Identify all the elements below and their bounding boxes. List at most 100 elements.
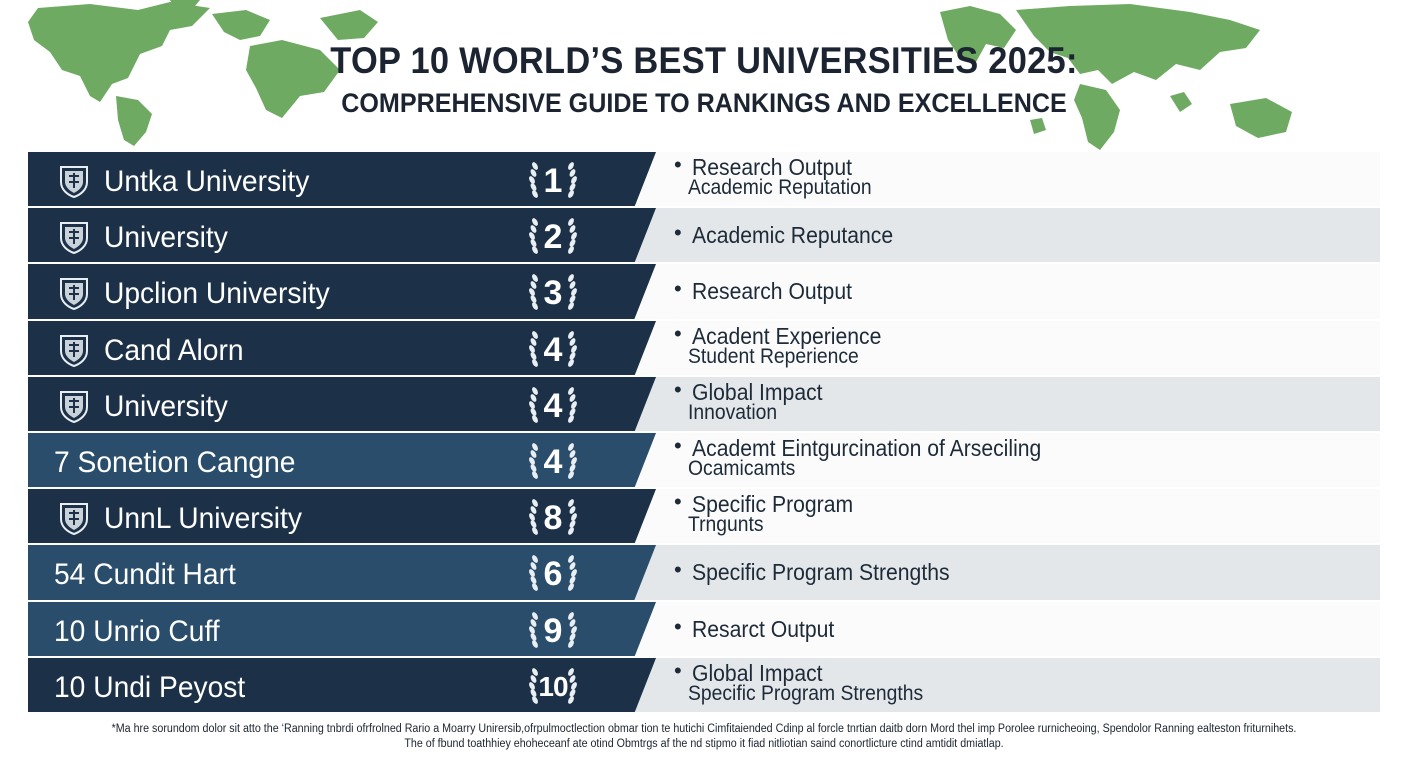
university-name: Untka University (104, 165, 310, 198)
ranking-criteria: • Resarct Output (674, 602, 1094, 658)
ranking-row: 10 Unrio Cuff 9 • Resarct Output (28, 601, 1380, 658)
laurel-wreath-icon (529, 162, 577, 198)
footnote: *Ma hre sorundom dolor sit atto the ‘Ran… (0, 722, 1408, 752)
rank-badge: 1 (526, 158, 580, 204)
ranking-row: 7 Sonetion Cangne 4 • Academt Eintgurcinati… (28, 432, 1380, 490)
shield-crest-icon (60, 503, 88, 536)
ranking-row: Untka University 1 • Research Output Academi… (28, 152, 1380, 209)
bullet-icon: • (674, 376, 682, 402)
rank-badge: 6 (526, 551, 580, 597)
rank-number: 4 (543, 386, 563, 425)
rank-number: 8 (543, 499, 563, 538)
ranking-row: 54 Cundit Hart 6 • Specific Program Strengt… (28, 545, 1380, 602)
ranking-criteria: • Research Output Academic Reputation (674, 152, 1094, 208)
laurel-wreath-icon (529, 386, 577, 423)
ranking-criteria: • Global Impact Innovation (674, 377, 1094, 433)
ranking-row: University 4 • Global Impact Innovation (28, 376, 1380, 433)
shield-crest-icon (60, 166, 88, 198)
criteria-secondary: Innovation (688, 400, 778, 424)
ranking-row: 10 Undi Peyost 10 • Global Impact Specific P… (28, 657, 1380, 714)
bullet-icon: • (674, 152, 682, 177)
page-title: TOP 10 WORLD’S BEST UNIVERSITIES 2025: (330, 40, 1078, 81)
ranking-row: Upclion University 3 • Research Output (28, 264, 1380, 321)
footnote-line-2: The of fbund toathhiey ehoheceanf ate ot… (404, 738, 1004, 750)
university-name: University (104, 389, 228, 423)
university-name: 10 Undi Peyost (54, 670, 246, 704)
rank-number: 6 (543, 555, 563, 594)
criteria-secondary: Student Reperience (688, 344, 859, 368)
ranking-criteria: • Global Impact Specific Program Strengths (674, 658, 1094, 714)
ranking-row: UnnL University 8 • Specific Program Trngunt… (28, 489, 1380, 546)
criteria-primary: Acadent Experience (692, 322, 882, 349)
laurel-wreath-icon (529, 555, 577, 592)
ranking-criteria: • Academt Eintgurcination of Arseciling Oc… (674, 433, 1094, 489)
rank-badge: 9 (526, 608, 580, 654)
bullet-icon: • (674, 557, 682, 583)
rank-number: 2 (543, 218, 563, 257)
rank-number: 10 (538, 670, 568, 702)
criteria-secondary: Academic Reputation (688, 176, 872, 199)
university-name: UnnL University (104, 502, 303, 536)
criteria-primary: Specific Program Strengths (692, 559, 950, 586)
bullet-icon: • (674, 432, 682, 458)
shield-crest-icon (60, 222, 88, 255)
header: TOP 10 WORLD’S BEST UNIVERSITIES 2025: C… (0, 40, 1408, 119)
shield-crest-icon (60, 390, 88, 423)
rank-badge: 10 (526, 664, 580, 710)
rank-badge: 2 (526, 214, 580, 260)
criteria-secondary: Ocamicamts (688, 456, 796, 480)
university-name: University (104, 221, 228, 255)
ranking-row: Cand Alorn 4 • Acadent Experience Student Re… (28, 320, 1380, 377)
ranking-table: Untka University 1 • Research Output Academi… (28, 152, 1380, 714)
criteria-secondary: Specific Program Strengths (688, 681, 924, 705)
criteria-primary: Specific Program (692, 491, 854, 518)
university-name: 10 Unrio Cuff (54, 614, 220, 648)
criteria-primary: Research Output (692, 154, 852, 180)
criteria-primary: Global Impact (692, 378, 823, 405)
rank-number: 9 (543, 611, 563, 650)
bullet-icon: • (674, 657, 682, 683)
rank-number: 1 (543, 162, 563, 200)
page-subtitle: COMPREHENSIVE GUIDE TO RANKINGS AND EXCE… (341, 88, 1067, 118)
rank-number: 4 (543, 442, 563, 481)
laurel-wreath-icon (529, 330, 577, 367)
world-map-right-illustration (930, 0, 1320, 160)
rank-badge: 8 (526, 495, 580, 541)
shield-crest-icon (60, 278, 88, 311)
criteria-primary: Academic Reputance (692, 222, 894, 249)
rank-badge: 3 (526, 270, 580, 316)
ranking-criteria: • Specific Program Strengths (674, 545, 1094, 601)
shield-crest-icon (60, 334, 88, 367)
rank-badge: 4 (526, 439, 580, 485)
ranking-criteria: • Academic Reputance (674, 208, 1094, 264)
university-name: 7 Sonetion Cangne (54, 445, 296, 479)
bullet-icon: • (674, 489, 682, 515)
bullet-icon: • (674, 613, 682, 639)
criteria-primary: Research Output (692, 278, 852, 305)
ranking-criteria: • Acadent Experience Student Reperience (674, 321, 1094, 377)
laurel-wreath-icon (529, 274, 577, 311)
laurel-wreath-icon (529, 443, 577, 479)
footnote-line-1: *Ma hre sorundom dolor sit atto the ‘Ran… (111, 723, 1297, 735)
ranking-criteria: • Specific Program Trngunts (674, 489, 1094, 545)
laurel-wreath-icon (529, 218, 577, 255)
ranking-row: University 2 • Academic Reputance (28, 208, 1380, 265)
bullet-icon: • (674, 320, 682, 346)
rank-badge: 4 (526, 383, 580, 429)
bullet-icon: • (674, 220, 682, 246)
criteria-primary: Resarct Output (692, 615, 835, 642)
university-name: Upclion University (104, 277, 330, 311)
university-name: 54 Cundit Hart (54, 558, 236, 592)
laurel-wreath-icon (529, 667, 577, 704)
world-map-left-illustration (20, 0, 380, 150)
ranking-criteria: • Research Output (674, 264, 1094, 320)
criteria-primary: Global Impact (692, 659, 823, 686)
criteria-secondary: Trngunts (688, 513, 764, 537)
university-name: Cand Alorn (104, 333, 244, 367)
rank-number: 4 (543, 330, 563, 369)
bullet-icon: • (674, 276, 682, 302)
rank-badge: 4 (526, 327, 580, 373)
laurel-wreath-icon (529, 499, 577, 535)
rank-number: 3 (543, 274, 563, 313)
criteria-primary: Academt Eintgurcination of Arseciling (692, 434, 1042, 461)
